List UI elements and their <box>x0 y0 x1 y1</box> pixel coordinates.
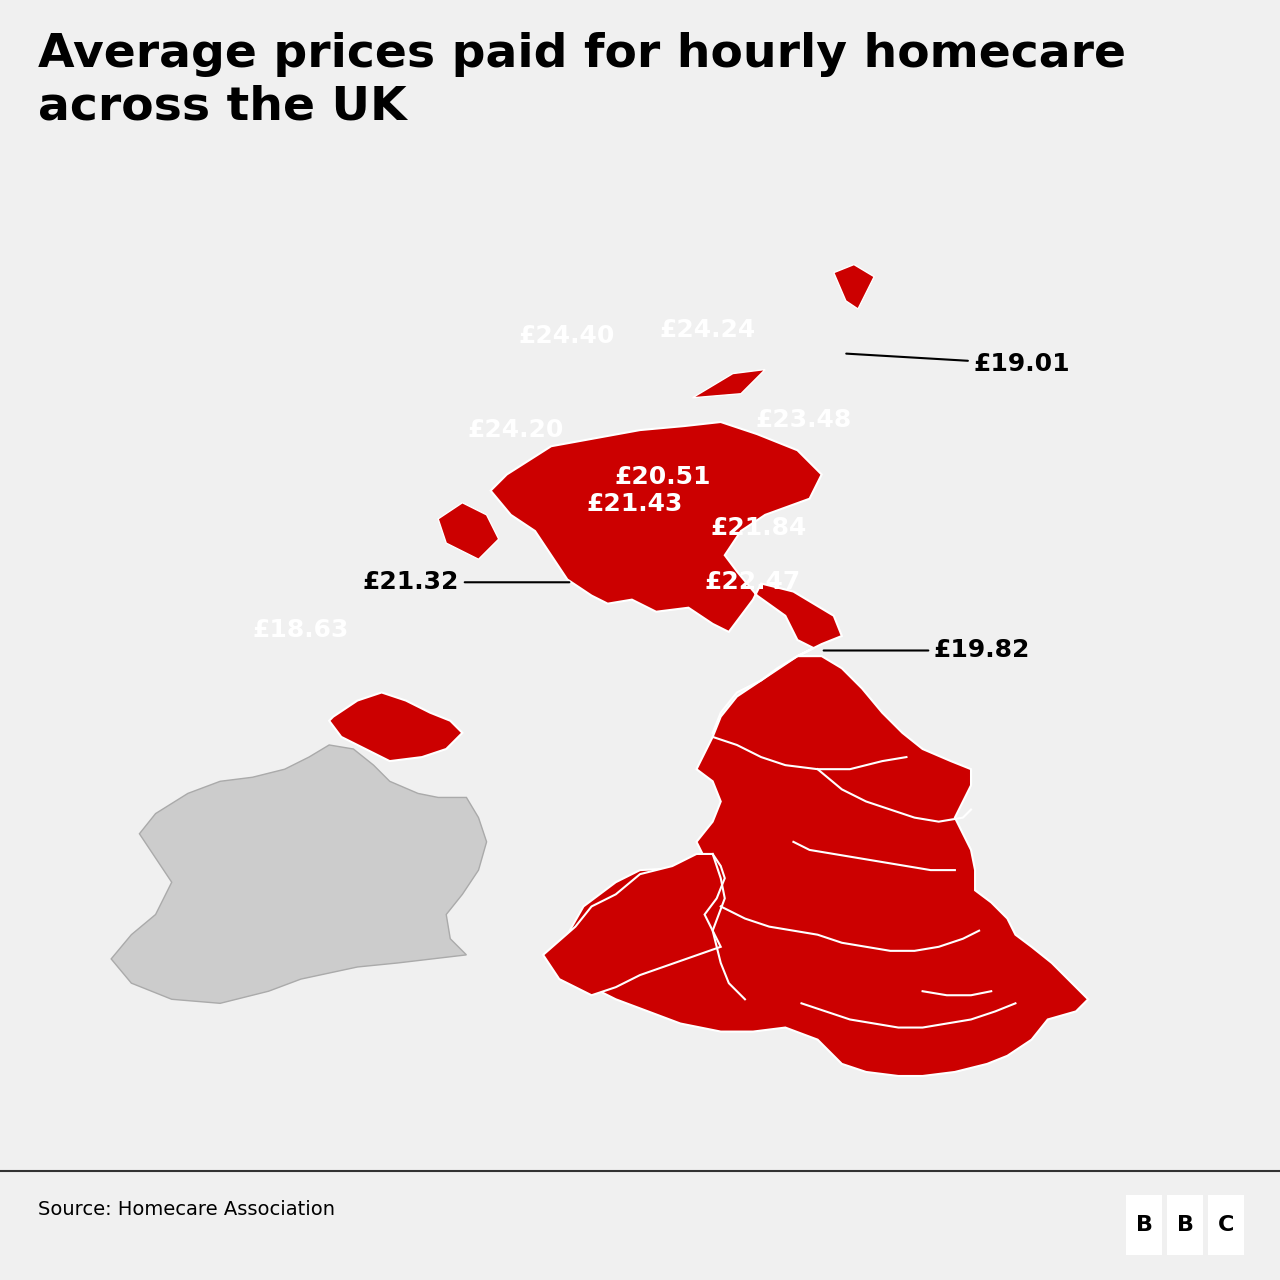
FancyBboxPatch shape <box>1126 1194 1162 1256</box>
Polygon shape <box>490 422 842 657</box>
Polygon shape <box>438 503 499 559</box>
Polygon shape <box>692 370 765 398</box>
Text: £21.84: £21.84 <box>710 516 806 540</box>
Text: £23.48: £23.48 <box>755 407 852 431</box>
Text: £21.32: £21.32 <box>362 571 570 594</box>
Text: £19.82: £19.82 <box>823 639 1030 663</box>
Text: £24.40: £24.40 <box>518 324 614 348</box>
Text: B: B <box>1176 1215 1194 1235</box>
Text: Source: Homecare Association: Source: Homecare Association <box>38 1201 335 1219</box>
Polygon shape <box>329 692 462 762</box>
Text: £24.20: £24.20 <box>467 419 564 442</box>
FancyBboxPatch shape <box>1167 1194 1203 1256</box>
FancyBboxPatch shape <box>1208 1194 1244 1256</box>
Polygon shape <box>543 854 724 996</box>
Text: £21.43: £21.43 <box>586 492 682 516</box>
Text: £19.01: £19.01 <box>846 352 1070 376</box>
Text: £22.47: £22.47 <box>705 571 801 594</box>
Text: B: B <box>1135 1215 1153 1235</box>
Text: £18.63: £18.63 <box>252 617 349 641</box>
Text: £20.51: £20.51 <box>614 466 710 489</box>
Polygon shape <box>552 657 1088 1076</box>
Polygon shape <box>833 265 874 308</box>
Polygon shape <box>111 745 486 1004</box>
Text: Average prices paid for hourly homecare
across the UK: Average prices paid for hourly homecare … <box>38 32 1126 129</box>
Text: £24.24: £24.24 <box>659 319 756 342</box>
Text: C: C <box>1219 1215 1234 1235</box>
